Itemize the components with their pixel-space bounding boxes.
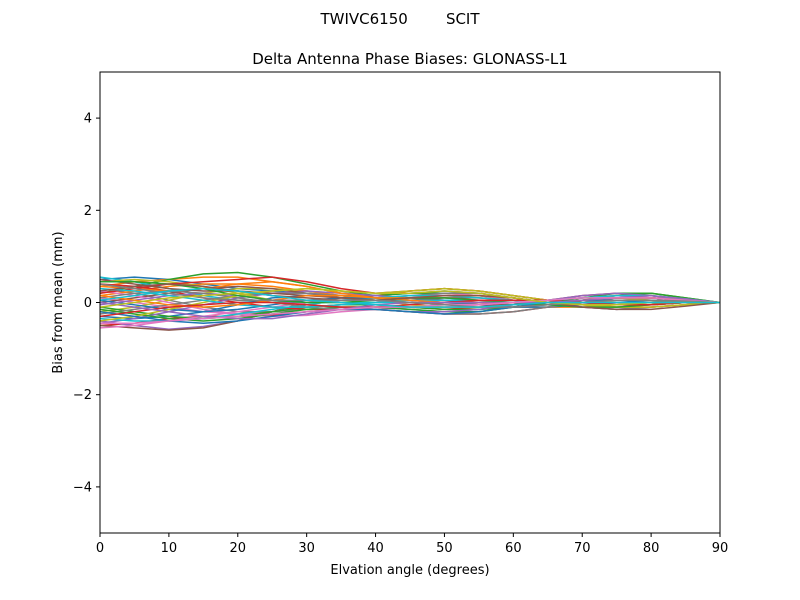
x-tick-label: 70 [574,541,591,556]
x-axis: 0 10 20 30 40 50 60 70 80 90 [96,533,728,556]
y-tick-label: 4 [84,112,92,127]
series-line [100,287,720,308]
x-tick-label: 50 [436,541,453,556]
series-line [100,287,720,308]
x-axis-label: Elvation angle (degrees) [330,563,489,578]
series-line [100,283,720,308]
x-tick-label: 80 [643,541,660,556]
x-tick-label: 30 [298,541,315,556]
x-tick-label: 90 [712,541,729,556]
chart-title: Delta Antenna Phase Biases: GLONASS-L1 [252,50,568,68]
y-tick-label: 0 [84,296,92,311]
x-tick-label: 20 [230,541,247,556]
x-tick-label: 10 [161,541,178,556]
figure-suptitle: TWIVC6150 SCIT [319,10,480,28]
x-tick-label: 0 [96,541,104,556]
series-line [100,283,720,311]
y-axis: −4 −2 0 2 4 [73,112,100,495]
series-layer [100,271,720,331]
y-tick-label: 2 [84,204,92,219]
y-tick-label: −4 [73,480,92,495]
y-tick-label: −2 [73,388,92,403]
x-tick-label: 60 [505,541,522,556]
y-axis-label: Bias from mean (mm) [51,231,66,373]
x-tick-label: 40 [367,541,384,556]
